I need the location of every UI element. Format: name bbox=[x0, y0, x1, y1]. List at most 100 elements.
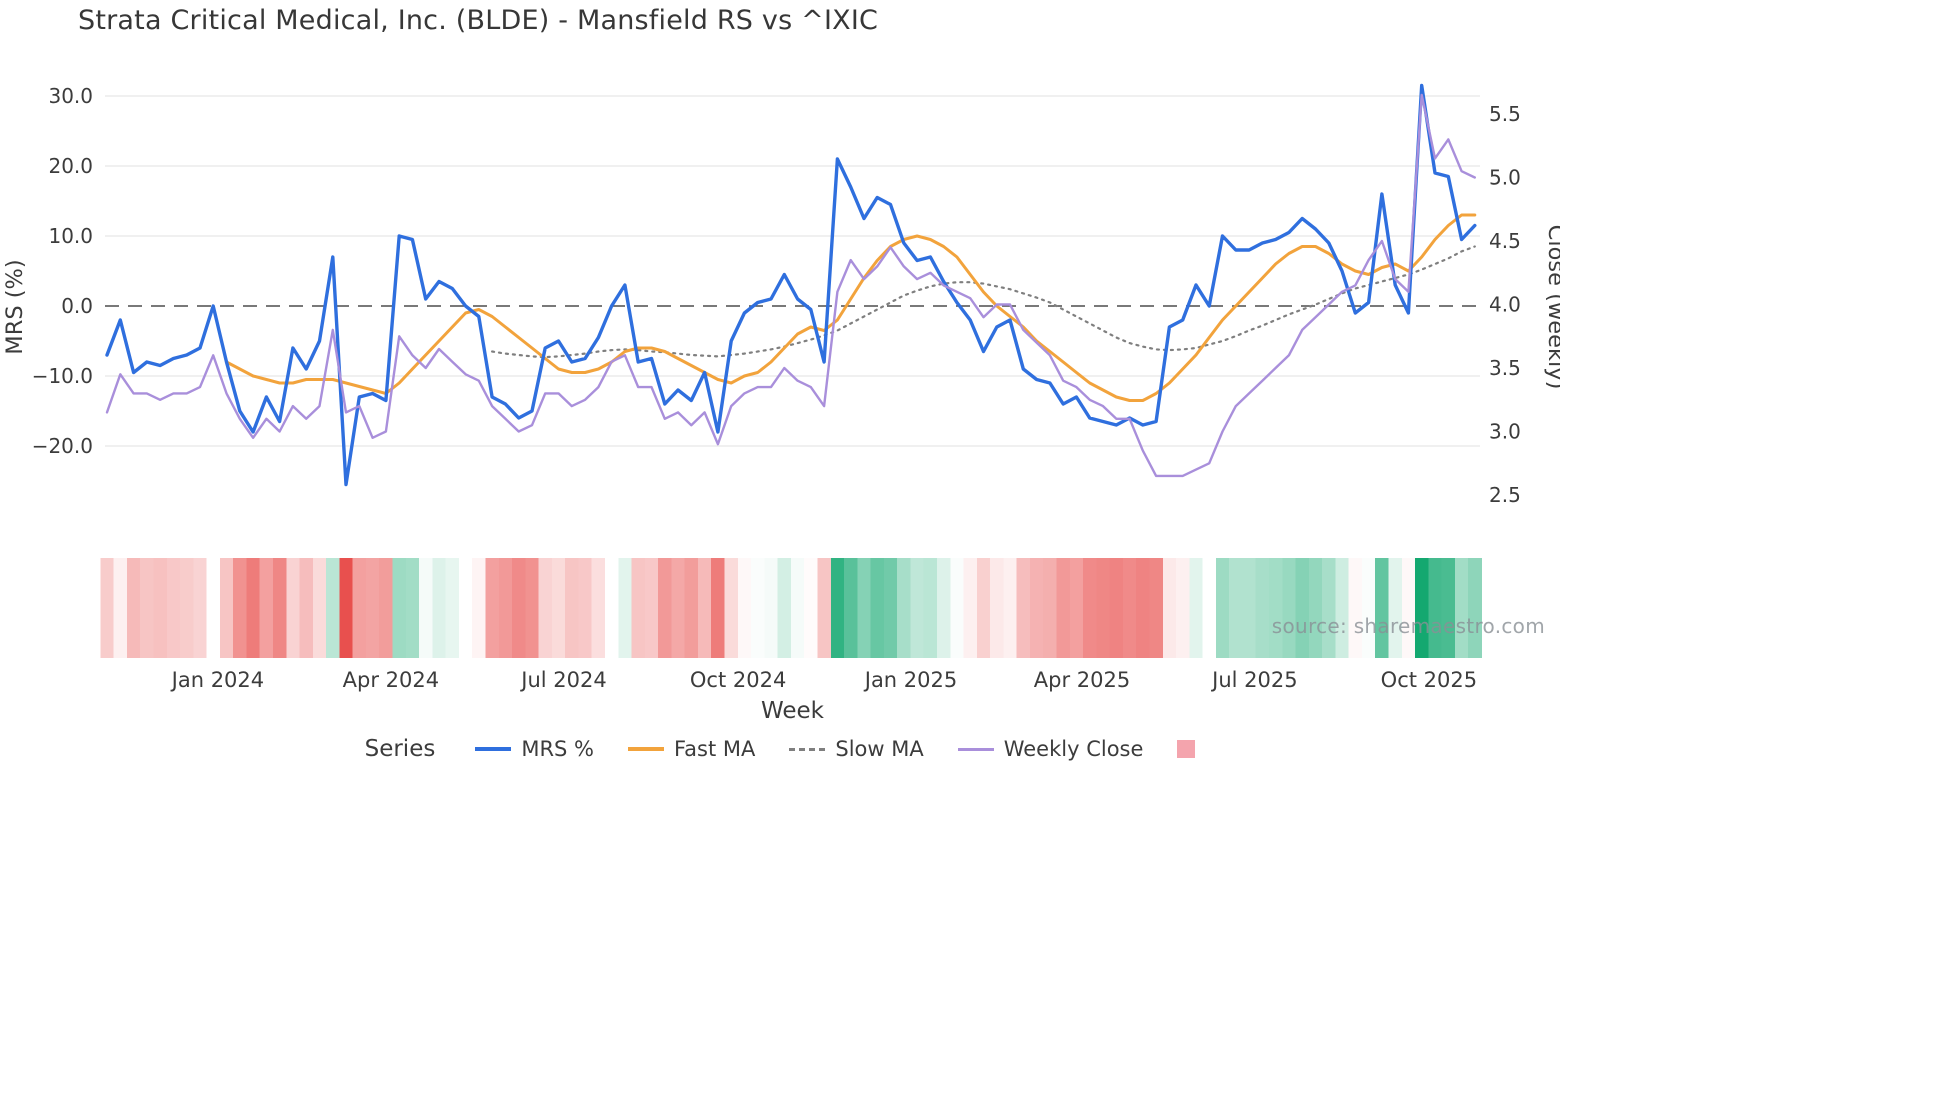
heatmap-cell bbox=[512, 558, 526, 658]
heatmap-cell bbox=[897, 558, 911, 658]
heatmap-cell bbox=[671, 558, 686, 658]
heatmap-strip bbox=[100, 558, 1482, 658]
legend-label-fast-ma: Fast MA bbox=[674, 737, 756, 761]
heatmap-cell bbox=[233, 558, 247, 658]
heatmap-cell bbox=[857, 558, 872, 658]
heatmap-cell bbox=[1043, 558, 1057, 658]
legend-item-heatmap bbox=[1177, 740, 1196, 758]
y-left-tick-label: −10.0 bbox=[32, 364, 93, 388]
heatmap-cell bbox=[100, 558, 115, 658]
heatmap-cell bbox=[1109, 558, 1124, 658]
heatmap-cell bbox=[1269, 558, 1283, 658]
heatmap-cell bbox=[804, 558, 818, 658]
series-fast-ma bbox=[225, 213, 1477, 402]
x-tick-label: Jul 2024 bbox=[519, 668, 606, 692]
legend-swatch-fast-ma bbox=[628, 747, 664, 751]
heatmap-cell bbox=[658, 558, 672, 658]
heatmap-cell bbox=[976, 558, 991, 658]
heatmap-cell bbox=[1136, 558, 1150, 658]
legend-item-slow-ma: Slow MA bbox=[789, 737, 924, 761]
heatmap-cell bbox=[1215, 558, 1230, 658]
heatmap-cell bbox=[1255, 558, 1270, 658]
y-right-tick-label: 4.0 bbox=[1489, 293, 1521, 317]
heatmap-cell bbox=[392, 558, 407, 658]
x-tick-label: Jul 2025 bbox=[1210, 668, 1297, 692]
y-right-tick-label: 4.5 bbox=[1489, 229, 1521, 253]
heatmap-cell bbox=[405, 558, 420, 658]
legend: Series MRS % Fast MA Slow MA Weekly Close bbox=[0, 736, 1560, 762]
heatmap-cell bbox=[777, 558, 792, 658]
legend-label-slow-ma: Slow MA bbox=[835, 737, 924, 761]
heatmap-cell bbox=[326, 558, 340, 658]
heatmap-cell bbox=[1454, 558, 1469, 658]
heatmap-cell bbox=[286, 558, 301, 658]
heatmap-cell bbox=[379, 558, 393, 658]
heatmap-cell bbox=[830, 558, 845, 658]
heatmap-cell bbox=[963, 558, 978, 658]
heatmap-cell bbox=[432, 558, 447, 658]
heatmap-cell bbox=[1229, 558, 1243, 658]
legend-label-weekly-close: Weekly Close bbox=[1003, 737, 1144, 761]
heatmap-cell bbox=[578, 558, 593, 658]
legend-swatch-heatmap bbox=[1177, 740, 1196, 758]
heatmap-cell bbox=[1162, 558, 1177, 658]
gridlines bbox=[105, 95, 1480, 447]
legend-swatch-slow-ma bbox=[789, 747, 826, 751]
y-right-tick-label: 5.0 bbox=[1489, 166, 1521, 190]
heatmap-cell bbox=[790, 558, 805, 658]
x-axis-title: Week bbox=[760, 698, 824, 724]
heatmap-cell bbox=[366, 558, 380, 658]
y-right-tick-label: 5.5 bbox=[1489, 102, 1521, 126]
heatmap-cell bbox=[219, 558, 234, 658]
heatmap-cell bbox=[1056, 558, 1071, 658]
heatmap-cell bbox=[698, 558, 712, 658]
heatmap-cell bbox=[1348, 558, 1363, 658]
heatmap-cell bbox=[1282, 558, 1297, 658]
heatmap-cell bbox=[591, 558, 606, 658]
heatmap-cell bbox=[273, 558, 287, 658]
y-left-axis-title: MRS (%) bbox=[2, 259, 28, 354]
series-mrs bbox=[105, 83, 1477, 487]
heatmap-cell bbox=[259, 558, 274, 658]
heatmap-cell bbox=[684, 558, 699, 658]
heatmap-cell bbox=[113, 558, 128, 658]
y-left-tick-label: −20.0 bbox=[32, 434, 93, 458]
heatmap-cell bbox=[246, 558, 261, 658]
x-tick-label: Apr 2024 bbox=[343, 668, 439, 692]
heatmap-cell bbox=[1308, 558, 1323, 658]
heatmap-cell bbox=[193, 558, 208, 658]
heatmap-cell bbox=[498, 558, 513, 658]
legend-label-mrs-: MRS % bbox=[521, 737, 594, 761]
heatmap-cell bbox=[1388, 558, 1403, 658]
heatmap-cell bbox=[1335, 558, 1350, 658]
heatmap-cell bbox=[751, 558, 765, 658]
series-weekly-close bbox=[105, 93, 1476, 478]
heatmap-cell bbox=[140, 558, 154, 658]
heatmap-cell bbox=[1415, 558, 1429, 658]
heatmap-cell bbox=[312, 558, 327, 658]
legend-swatch-mrs- bbox=[475, 747, 512, 751]
heatmap-cell bbox=[883, 558, 898, 658]
heatmap-cell bbox=[870, 558, 885, 658]
heatmap-cell bbox=[485, 558, 500, 658]
heatmap-cell bbox=[990, 558, 1004, 658]
heatmap-cell bbox=[445, 558, 460, 658]
y-left-tick-label: 20.0 bbox=[48, 154, 93, 178]
heatmap-cell bbox=[724, 558, 739, 658]
heatmap-cell bbox=[458, 558, 473, 658]
heatmap-cell bbox=[1122, 558, 1137, 658]
heatmap-cell bbox=[1189, 558, 1204, 658]
x-tick-label: Apr 2025 bbox=[1034, 668, 1130, 692]
legend-swatch-weekly-close bbox=[957, 747, 994, 751]
heatmap-cell bbox=[817, 558, 832, 658]
x-tick-label: Jan 2024 bbox=[170, 668, 265, 692]
heatmap-cell bbox=[1322, 558, 1336, 658]
heatmap-cell bbox=[551, 558, 566, 658]
heatmap-cell bbox=[910, 558, 925, 658]
x-tick-label: Jan 2025 bbox=[863, 668, 958, 692]
heatmap-cell bbox=[1176, 558, 1190, 658]
heatmap-cell bbox=[538, 558, 553, 658]
x-tick-label: Oct 2024 bbox=[690, 668, 786, 692]
heatmap-cell bbox=[1016, 558, 1031, 658]
